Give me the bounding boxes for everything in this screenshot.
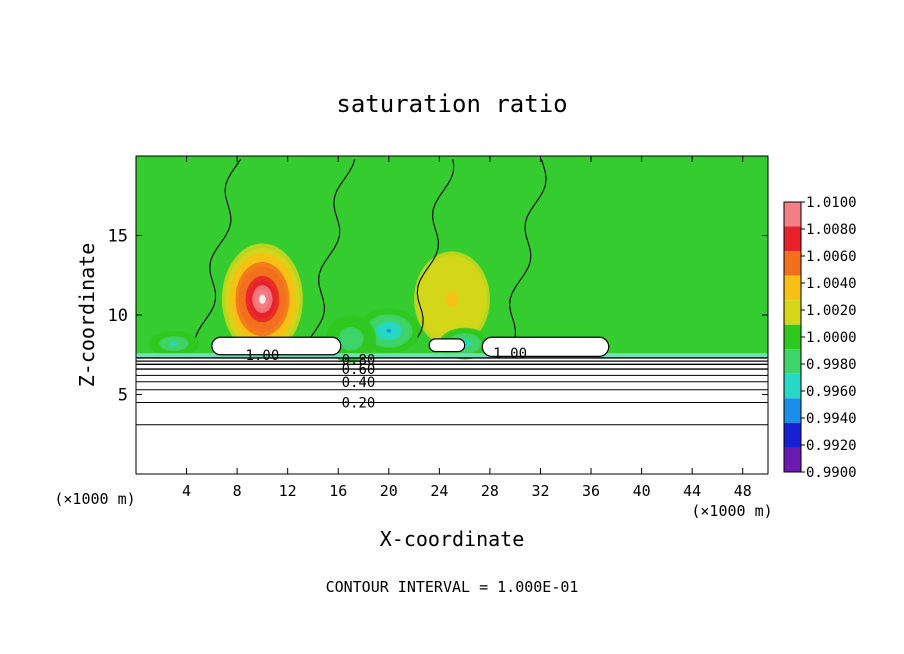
colorbar-label-5: 1.0000 [806, 330, 857, 346]
saturation-field [136, 156, 768, 474]
y-axis-label: Z-coordinate [75, 243, 99, 388]
x-tick-label-5: 24 [430, 482, 448, 500]
colorbar-label-0: 1.0100 [806, 195, 857, 211]
colorbar-label-2: 1.0060 [806, 249, 857, 265]
colorbar-label-7: 0.9960 [806, 384, 857, 400]
wavy-contour-1 [310, 159, 356, 338]
x-tick-label-11: 48 [734, 482, 752, 500]
x-axis-ticks: 4 8 12 16 20 24 28 32 36 40 44 48 [182, 156, 752, 500]
colorbar-label-1: 1.0080 [806, 222, 857, 238]
colorbar-swatch-7 [784, 373, 801, 399]
contour-label-0: 1.00 [246, 348, 280, 364]
x-tick-label-1: 8 [233, 482, 242, 500]
y-tick-label-2: 15 [108, 227, 128, 247]
contour-lines [136, 158, 768, 426]
y-tick-label-0: 5 [118, 386, 128, 406]
x-unit-label-right: (×1000 m) [691, 502, 772, 520]
chart-title: saturation ratio [336, 90, 567, 118]
colorbar-swatch-4 [784, 300, 801, 325]
x-tick-label-3: 16 [329, 482, 347, 500]
colorbar-label-8: 0.9940 [806, 411, 857, 427]
y-tick-label-1: 10 [108, 306, 128, 326]
colorbar-swatch-9 [784, 422, 801, 448]
colorbar: 1.0100 1.0080 1.0060 1.0040 1.0020 1.0000 0.99… [783, 195, 857, 481]
wavy-contour-3 [509, 159, 547, 338]
field-cell-2-11 [386, 329, 392, 333]
field-cell-0-11 [259, 294, 266, 304]
contour-label-1: 1.00 [493, 346, 527, 362]
x-tick-label-9: 40 [633, 482, 651, 500]
colorbar-swatch-6 [784, 349, 801, 374]
x-unit-label-left: (×1000 m) [54, 490, 135, 508]
colorbar-swatch-3 [784, 275, 801, 301]
x-tick-label-6: 28 [481, 482, 499, 500]
x-tick-label-10: 44 [683, 482, 701, 500]
wavy-contour-0 [194, 158, 242, 338]
contour-label-5: 0.20 [342, 395, 376, 411]
x-tick-label-7: 32 [531, 482, 549, 500]
contour-label-3: 0.60 [342, 362, 376, 378]
colorbar-swatch-10 [784, 447, 801, 472]
colorbar-label-9: 0.9920 [806, 438, 857, 454]
x-tick-label-0: 4 [182, 482, 191, 500]
colorbar-swatch-1 [784, 226, 801, 252]
x-tick-label-4: 20 [380, 482, 398, 500]
contour-label-2: 0.80 [342, 353, 376, 369]
boundary-band [136, 353, 768, 358]
contour-label-4: 0.40 [342, 375, 376, 391]
field-cell-3-11 [348, 336, 353, 341]
x-axis-label: X-coordinate [380, 527, 525, 551]
colorbar-swatch-0 [784, 202, 801, 227]
colorbar-swatch-8 [784, 398, 801, 423]
cloud-contour-2 [481, 336, 610, 357]
cloud-contour-0 [211, 336, 342, 356]
y-axis-ticks: 5 10 15 [108, 227, 768, 406]
x-tick-label-2: 12 [279, 482, 297, 500]
x-tick-label-8: 36 [582, 482, 600, 500]
wavy-contour-2 [416, 159, 455, 338]
colorbar-label-3: 1.0040 [806, 276, 857, 292]
contour-interval-footer: CONTOUR INTERVAL = 1.000E-01 [326, 578, 579, 596]
field-cell-1-11 [448, 295, 456, 304]
colorbar-label-6: 0.9980 [806, 357, 857, 373]
colorbar-label-10: 0.9900 [806, 465, 857, 481]
colorbar-label-4: 1.0020 [806, 303, 857, 319]
colorbar-swatch-2 [784, 251, 801, 276]
colorbar-swatch-5 [784, 324, 801, 350]
contour-labels: 1.00 1.00 0.800.600.40 0.20 [246, 346, 527, 411]
field-cell-5-11 [171, 342, 177, 345]
cloud-contour-1 [428, 338, 466, 353]
